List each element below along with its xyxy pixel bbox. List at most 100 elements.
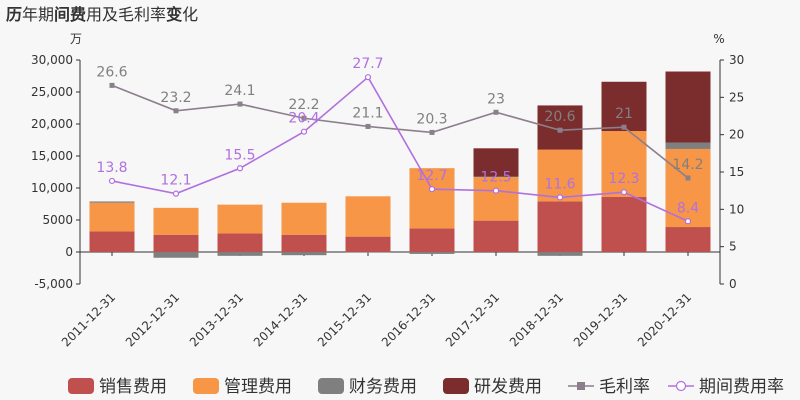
left-tick-label: 0 <box>65 245 73 259</box>
data-point <box>300 128 308 135</box>
line-layer: 26.6 23.2 24.1 22.2 21.1 20.3 23 20.6 21 14.2 13.8… <box>96 56 704 225</box>
legend-label: 期间费用率 <box>699 377 784 397</box>
data-label: 21.1 <box>352 105 383 121</box>
bar-segment <box>601 81 647 132</box>
series-line <box>111 84 689 179</box>
data-point <box>685 175 691 181</box>
data-point <box>301 115 307 121</box>
left-tick-label: 20,000 <box>31 117 73 131</box>
legend-swatch <box>443 378 469 394</box>
left-axis-unit: 万 <box>70 32 82 46</box>
title-part: 用及毛利率 <box>86 5 166 24</box>
x-tick-label: 2016-12-31 <box>379 290 438 349</box>
data-point <box>492 187 500 194</box>
title-part: 间费 <box>54 5 86 24</box>
bar-segment <box>217 252 263 256</box>
bar-segment <box>345 252 391 253</box>
series-line <box>111 75 689 223</box>
x-tick-label: 2018-12-31 <box>507 290 566 349</box>
legend: 销售费用 管理费用 财务费用 研发费用 毛利率 期间费用率 <box>68 377 784 397</box>
x-tick-label: 2013-12-31 <box>187 290 246 349</box>
legend-swatch-marker <box>577 382 585 390</box>
data-point <box>620 189 628 196</box>
legend-label: 财务费用 <box>349 377 417 397</box>
right-tick-label: 15 <box>729 165 744 179</box>
left-tick-label: 5000 <box>42 213 73 227</box>
title-part: 年期 <box>22 5 54 24</box>
data-point <box>557 127 563 133</box>
x-tick-label: 2020-12-31 <box>635 290 694 349</box>
left-tick-label: 30,000 <box>31 53 73 67</box>
x-tick-label: 2015-12-31 <box>315 290 374 349</box>
x-tick-label: 2014-12-31 <box>251 290 310 349</box>
bar-segment <box>217 233 263 252</box>
data-label: 15.5 <box>224 147 255 163</box>
right-tick-label: 5 <box>729 240 737 254</box>
left-tick-label: 25,000 <box>31 85 73 99</box>
bar-segment <box>473 177 519 221</box>
legend-swatch <box>193 378 219 394</box>
data-label: 23 <box>487 91 505 107</box>
bar-segment <box>153 207 199 235</box>
left-tick-label: 15,000 <box>31 149 73 163</box>
data-label: 20.3 <box>416 111 447 127</box>
chart-title: 历年期间费用及毛利率变化 <box>6 5 198 24</box>
data-point <box>556 194 564 201</box>
data-label: 23.2 <box>160 90 191 106</box>
data-label: 26.6 <box>96 64 127 80</box>
legend-swatch <box>318 378 344 394</box>
data-point <box>428 186 436 193</box>
bar-segment <box>153 234 199 252</box>
bar-segment <box>345 236 391 252</box>
title-part: 化 <box>182 5 198 24</box>
right-tick-label: 10 <box>729 202 744 216</box>
title-part: 变 <box>166 5 182 24</box>
legend-swatch <box>68 378 94 394</box>
bar-segment <box>601 131 647 197</box>
right-tick-label: 0 <box>729 277 737 291</box>
data-label: 27.7 <box>352 56 383 72</box>
data-label: 12.7 <box>416 168 447 184</box>
right-tick-label: 25 <box>729 90 744 104</box>
data-label: 20.6 <box>544 109 575 125</box>
x-tick-label: 2017-12-31 <box>443 290 502 349</box>
data-point <box>108 177 116 185</box>
data-point <box>237 101 243 107</box>
bar-segment <box>537 105 583 150</box>
bar-segment <box>473 148 519 177</box>
bar-segment <box>153 252 199 258</box>
bar-segment <box>473 220 519 252</box>
left-tick-label: 10,000 <box>31 181 73 195</box>
bar-segment <box>665 71 711 143</box>
bar-segment <box>89 201 135 203</box>
bar-segment <box>217 204 263 234</box>
data-label: 13.8 <box>96 160 127 176</box>
data-point <box>621 124 627 130</box>
right-tick-label: 20 <box>729 128 744 142</box>
bar-segment <box>89 202 135 232</box>
x-tick-label: 2011-12-31 <box>59 290 118 349</box>
data-label: 14.2 <box>672 157 703 173</box>
bar-segment <box>409 168 455 229</box>
legend-label: 毛利率 <box>599 377 650 397</box>
bar-segment <box>409 228 455 252</box>
legend-swatch-marker <box>675 380 687 392</box>
data-point <box>493 109 499 115</box>
data-point <box>236 165 244 172</box>
data-label: 21 <box>615 106 633 122</box>
bar-segment <box>665 142 711 149</box>
data-point <box>684 218 692 225</box>
data-label: 12.5 <box>480 170 511 186</box>
data-label: 11.6 <box>544 176 575 192</box>
legend-label: 管理费用 <box>224 377 292 397</box>
data-point <box>364 74 372 81</box>
bar-segment <box>473 176 519 178</box>
bar-segment <box>281 252 327 256</box>
legend-label: 销售费用 <box>99 377 167 397</box>
title-part: 历 <box>6 5 22 24</box>
bar-layer <box>89 71 711 258</box>
data-point <box>365 123 371 129</box>
bar-segment <box>537 201 583 252</box>
bar-segment <box>281 202 327 235</box>
